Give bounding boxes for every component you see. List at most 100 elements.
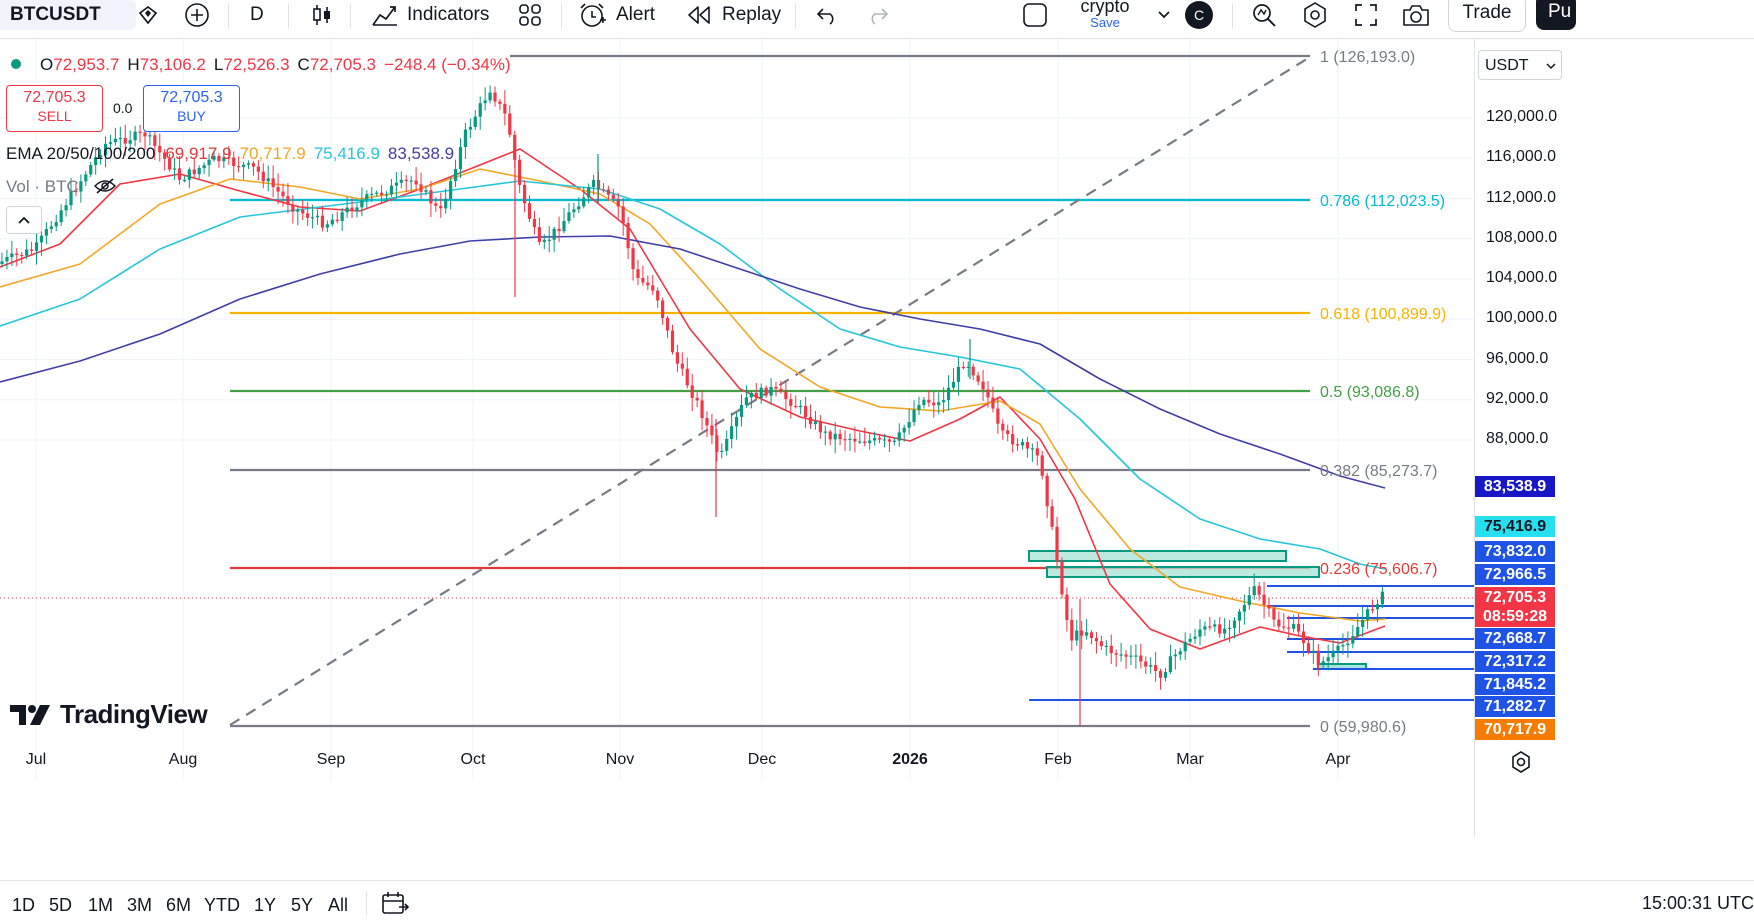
change-value: −248.4 (−0.34%) <box>384 55 511 74</box>
candle-body <box>15 253 19 255</box>
ema-value: 75,416.9 <box>313 144 380 163</box>
fullscreen-icon[interactable] <box>1352 0 1380 30</box>
time-axis[interactable] <box>0 781 1474 837</box>
utc-clock[interactable]: 15:00:31 UTC <box>1641 893 1754 913</box>
layout-save-button[interactable]: crypto Save <box>1075 0 1135 30</box>
candle-body <box>858 441 862 443</box>
tradingview-logo[interactable]: TradingView <box>10 699 208 730</box>
trade-button[interactable]: Trade <box>1448 0 1526 32</box>
candle-body <box>301 209 305 214</box>
symbol-search[interactable]: BTCUSDT <box>0 0 136 30</box>
ema-legend[interactable]: EMA 20/50/100/200 69,917.9 70,717.9 75,416.… <box>6 144 462 164</box>
sell-label: SELL <box>37 108 72 124</box>
range-button-1d[interactable]: 1D <box>12 895 36 915</box>
candle-body <box>261 171 265 182</box>
compare-diamond-icon[interactable] <box>134 0 162 30</box>
candle-body <box>695 397 699 401</box>
candle-body <box>961 366 965 369</box>
ohlc-c: C72,705.3 <box>297 55 377 74</box>
price-tick-label: 96,000.0 <box>1486 349 1549 367</box>
redo-icon[interactable] <box>866 0 890 30</box>
volume-legend[interactable]: Vol · BTC <box>6 177 117 197</box>
candle-body <box>212 155 216 160</box>
price-chart-canvas[interactable]: 1 (126,193.0) 0.786 (112,023.5) 0.618 (100… <box>0 39 1754 837</box>
chevron-down-icon <box>1546 63 1556 70</box>
add-symbol-icon[interactable] <box>183 0 211 30</box>
ema-line-0 <box>0 148 1386 650</box>
candle-body <box>380 192 384 195</box>
buy-button[interactable]: 72,705.3 BUY <box>143 85 240 132</box>
chart-settings-icon[interactable] <box>1510 751 1532 773</box>
candle-body <box>784 391 788 400</box>
layout-grid-icon[interactable] <box>517 0 543 30</box>
quick-search-icon[interactable] <box>1250 0 1278 30</box>
layout-menu-chevron-down-icon[interactable] <box>1156 0 1172 30</box>
candle-body <box>641 278 645 283</box>
interval-button[interactable]: D <box>250 0 264 30</box>
candle-body <box>1257 586 1261 595</box>
candle-body <box>1129 655 1133 657</box>
eye-hidden-icon[interactable] <box>93 178 117 194</box>
range-button-1y[interactable]: 1Y <box>254 895 277 915</box>
candle-body <box>956 366 961 382</box>
publish-button[interactable]: Pu <box>1536 0 1576 30</box>
range-button-5y[interactable]: 5Y <box>291 895 314 915</box>
candle-body <box>1262 594 1266 605</box>
indicators-button[interactable]: Indicators <box>371 0 489 30</box>
settings-gear-icon[interactable] <box>1301 0 1329 30</box>
candle-body <box>838 433 842 440</box>
replay-button[interactable]: Replay <box>686 0 781 30</box>
candle-body <box>143 132 147 137</box>
candle-body <box>562 220 566 232</box>
candle-body <box>1089 632 1094 639</box>
candle-body <box>779 388 783 392</box>
fib-level-label: 0 (59,980.6) <box>1320 719 1406 736</box>
candle-body <box>932 402 936 406</box>
range-button-5d[interactable]: 5D <box>49 895 73 915</box>
candle-body <box>335 219 339 221</box>
range-button-1m[interactable]: 1M <box>88 895 114 915</box>
candle-body <box>1277 619 1281 627</box>
candle-body <box>680 363 684 369</box>
time-axis-label: Mar <box>1176 751 1204 768</box>
chart-area[interactable]: 1 (126,193.0) 0.786 (112,023.5) 0.618 (100… <box>0 39 1754 837</box>
candle-body <box>744 397 749 405</box>
candle-body <box>222 157 226 162</box>
candle-body <box>449 181 453 199</box>
candle-body <box>1321 661 1325 665</box>
calendar-goto-date-icon[interactable] <box>381 891 409 917</box>
camera-icon[interactable] <box>1401 0 1431 30</box>
candle-body <box>1252 586 1256 596</box>
range-button-all[interactable]: All <box>328 895 349 915</box>
avatar[interactable]: C <box>1185 1 1213 29</box>
candle-body <box>1168 656 1173 672</box>
candle-body <box>853 438 857 442</box>
sell-button[interactable]: 72,705.3 SELL <box>6 85 103 132</box>
range-button-3m[interactable]: 3M <box>127 895 153 915</box>
candle-body <box>1173 654 1177 657</box>
alert-button[interactable]: Alert <box>578 0 655 30</box>
candle-body <box>1099 641 1103 647</box>
collapse-legend-button[interactable] <box>6 206 42 234</box>
layout-square-icon[interactable] <box>1021 0 1049 30</box>
range-button-6m[interactable]: 6M <box>166 895 192 915</box>
candle-body <box>843 439 847 441</box>
candle-body <box>1375 604 1380 610</box>
range-button-ytd[interactable]: YTD <box>204 895 240 915</box>
candle-body <box>1203 626 1207 630</box>
price-scale[interactable] <box>1474 39 1754 837</box>
candle-body <box>1198 629 1202 637</box>
candle-body <box>823 431 827 433</box>
candle-style-icon[interactable] <box>309 0 335 30</box>
fib-level-label: 0.382 (85,273.7) <box>1320 463 1437 480</box>
fib-level-label: 0.786 (112,023.5) <box>1320 193 1445 210</box>
candle-body <box>118 137 122 140</box>
candle-body <box>966 366 970 368</box>
price-badge: 71,282.7 <box>1475 696 1555 717</box>
candle-body <box>518 159 522 185</box>
currency-select[interactable]: USDT <box>1478 50 1562 80</box>
candle-body <box>389 185 394 195</box>
undo-icon[interactable] <box>815 0 839 30</box>
price-badge: 83,538.9 <box>1475 476 1555 497</box>
candle-body <box>1232 620 1237 628</box>
